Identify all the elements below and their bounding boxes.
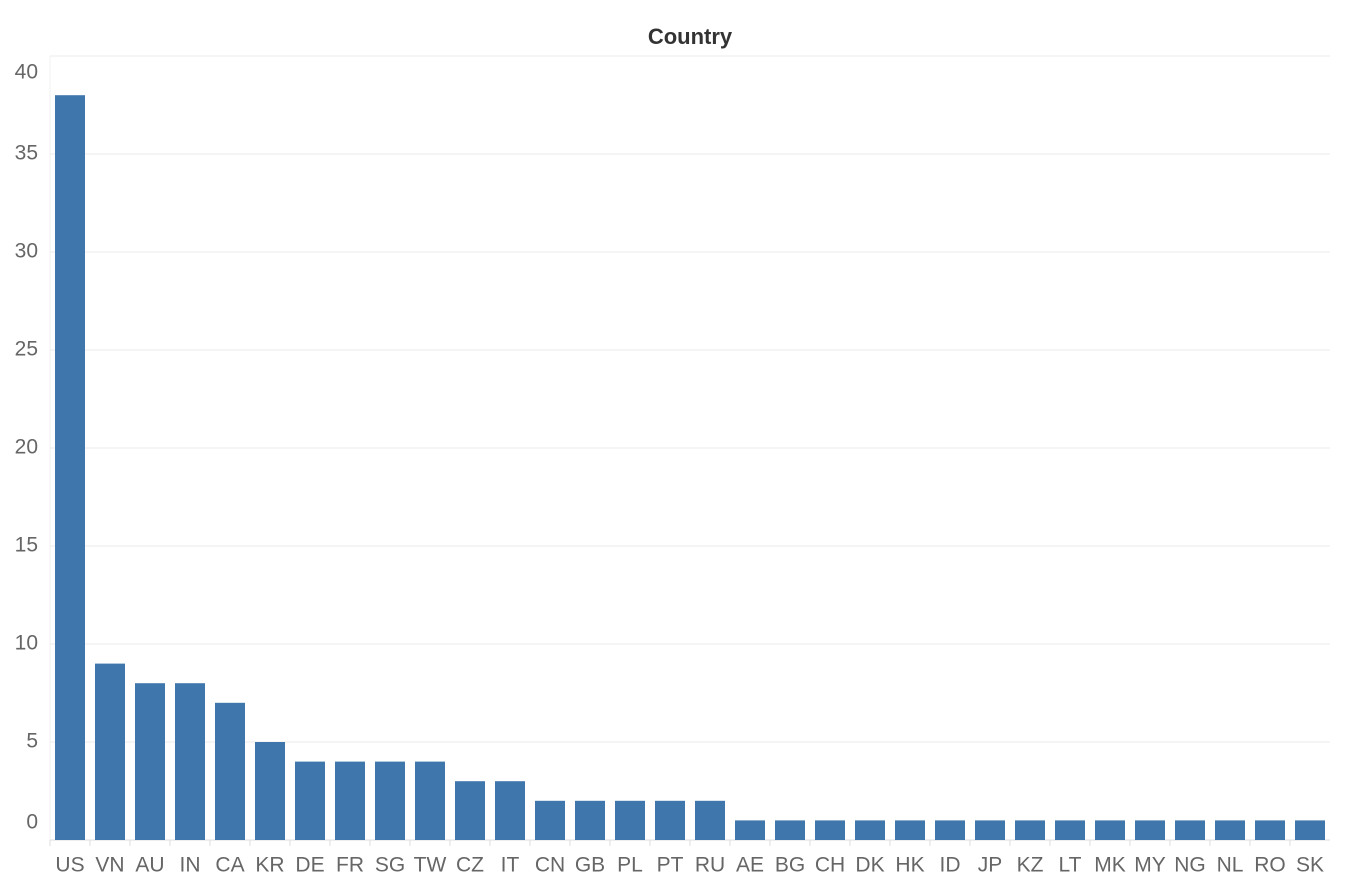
y-tick-label: 5	[26, 730, 38, 753]
bar	[1295, 820, 1325, 840]
x-tick-label: NL	[1217, 854, 1244, 877]
bar	[295, 761, 325, 840]
x-tick-label: TW	[414, 854, 447, 877]
x-tick-label: SK	[1296, 854, 1324, 877]
y-tick-label: 35	[15, 142, 38, 165]
x-tick-label: CN	[535, 854, 565, 877]
y-tick-label: 0	[26, 811, 38, 834]
bar	[335, 761, 365, 840]
x-tick-label: NG	[1174, 854, 1206, 877]
y-tick-label: 10	[15, 632, 38, 655]
y-tick-label: 25	[15, 338, 38, 361]
bar	[535, 800, 565, 840]
bar	[775, 820, 805, 840]
bar	[815, 820, 845, 840]
y-tick-label: 20	[15, 436, 38, 459]
x-tick-label: AU	[135, 854, 164, 877]
x-tick-label: RO	[1254, 854, 1286, 877]
bar	[975, 820, 1005, 840]
x-tick-label: KR	[255, 854, 284, 877]
x-tick-label: PT	[657, 854, 684, 877]
bar	[735, 820, 765, 840]
bar	[1135, 820, 1165, 840]
bar	[1175, 820, 1205, 840]
bar	[655, 800, 685, 840]
x-tick-label: CH	[815, 854, 845, 877]
bar	[575, 800, 605, 840]
bar	[1015, 820, 1045, 840]
bar	[1255, 820, 1285, 840]
x-tick-label: JP	[978, 854, 1003, 877]
x-tick-label: FR	[336, 854, 364, 877]
x-tick-label: MK	[1094, 854, 1126, 877]
bar	[215, 702, 245, 840]
bar	[1095, 820, 1125, 840]
x-tick-label: CZ	[456, 854, 484, 877]
y-tick-label: 30	[15, 240, 38, 263]
x-tick-label: BG	[775, 854, 805, 877]
bar	[95, 663, 125, 840]
x-tick-label: AE	[736, 854, 764, 877]
x-tick-label: SG	[375, 854, 405, 877]
x-tick-label: IT	[501, 854, 520, 877]
bar	[895, 820, 925, 840]
bar	[935, 820, 965, 840]
x-tick-label: VN	[95, 854, 124, 877]
bar	[1215, 820, 1245, 840]
bar	[455, 781, 485, 840]
x-tick-label: HK	[895, 854, 924, 877]
y-tick-label: 15	[15, 534, 38, 557]
x-tick-label: IN	[180, 854, 201, 877]
bar	[1055, 820, 1085, 840]
bar	[375, 761, 405, 840]
x-tick-label: MY	[1134, 854, 1166, 877]
x-tick-label: DE	[295, 854, 324, 877]
x-tick-label: KZ	[1017, 854, 1044, 877]
x-tick-label: ID	[940, 854, 961, 877]
x-tick-label: GB	[575, 854, 605, 877]
bar	[255, 742, 285, 840]
x-tick-label: US	[55, 854, 84, 877]
bar	[135, 683, 165, 840]
y-tick-label: 40	[15, 61, 38, 84]
bar	[615, 800, 645, 840]
bar	[175, 683, 205, 840]
x-tick-label: LT	[1059, 854, 1082, 877]
bar	[695, 800, 725, 840]
bar	[55, 95, 85, 840]
bar	[415, 761, 445, 840]
x-tick-label: DK	[855, 854, 884, 877]
bar	[495, 781, 525, 840]
chart-title: Country	[648, 24, 733, 49]
x-tick-label: CA	[215, 854, 244, 877]
x-tick-label: RU	[695, 854, 725, 877]
x-tick-label: PL	[617, 854, 643, 877]
bar	[855, 820, 885, 840]
